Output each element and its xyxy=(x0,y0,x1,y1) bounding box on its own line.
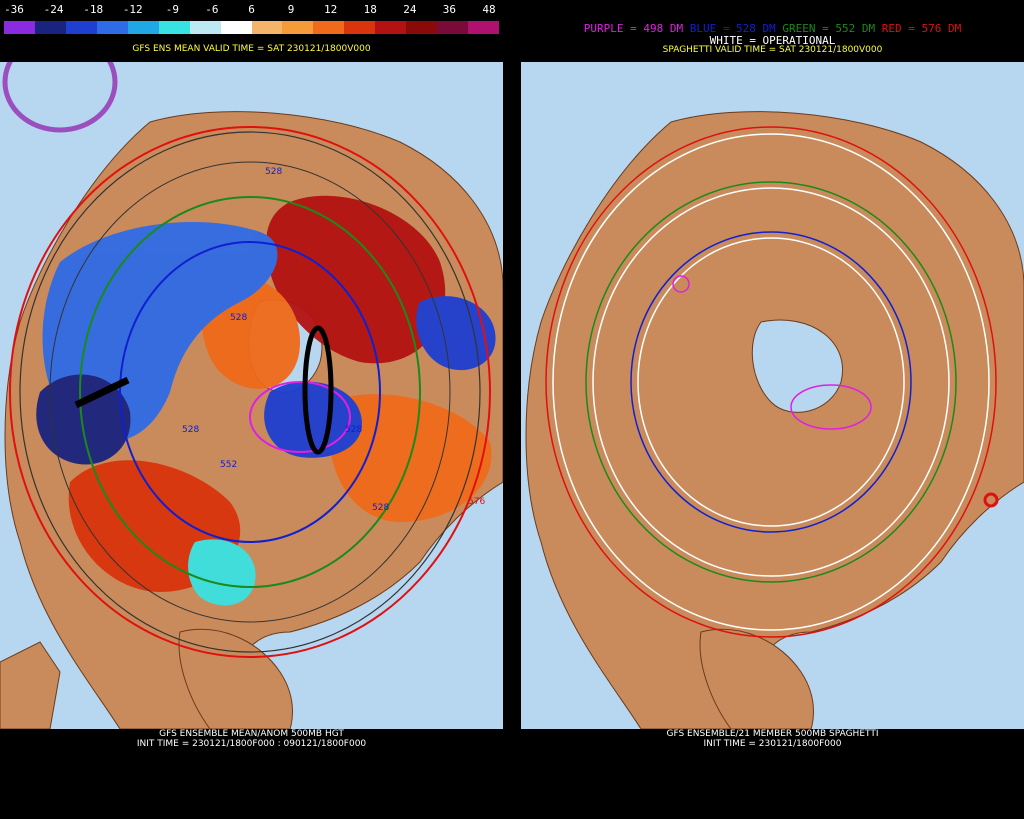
panel-divider xyxy=(503,0,521,819)
contour-552 xyxy=(79,196,421,588)
pacific-islands xyxy=(0,641,61,729)
anomaly-shading xyxy=(36,195,496,606)
mean-caption-title: GFS ENSEMBLE MEAN/ANOM 500MB HGT xyxy=(159,729,344,739)
scale-swatch xyxy=(4,21,35,34)
scale-swatch xyxy=(282,21,314,34)
spaghetti-caption-init: INIT TIME = 230121/1800F000 xyxy=(703,739,842,749)
legend-blue: BLUE = 528 DM xyxy=(689,22,776,35)
spaghetti-498 xyxy=(672,275,690,293)
contour-label: 576 xyxy=(468,497,485,507)
central-america xyxy=(178,628,293,729)
annotation-ellipse-black xyxy=(302,325,334,455)
scale-swatch xyxy=(96,21,128,34)
land-masses xyxy=(525,111,1024,729)
warm-anomaly-asia xyxy=(266,195,446,364)
scale-tick-label: 6 xyxy=(248,3,255,16)
scale-swatch xyxy=(34,21,66,34)
spaghetti-map xyxy=(521,62,1024,729)
operational-576 xyxy=(552,133,990,631)
scale-tick-label: -24 xyxy=(43,3,64,16)
legend-white: WHITE = OPERATIONAL xyxy=(709,34,836,47)
scale-swatch xyxy=(65,21,97,34)
scale-swatch xyxy=(313,21,345,34)
scale-swatch xyxy=(158,21,190,34)
scale-tick-label: 18 xyxy=(363,3,377,16)
annotation-circle-purple xyxy=(2,62,118,133)
scale-tick-label: 36 xyxy=(442,3,457,16)
operational-528 xyxy=(637,237,905,527)
anomaly-scale-ticks: -36 -24 -18 -12 -9 -6 6 9 12 18 24 36 48 xyxy=(0,3,503,17)
contour-label: 528 xyxy=(265,167,282,177)
spaghetti-legend: PURPLE = 498 DM BLUE = 528 DM GREEN = 55… xyxy=(521,22,1024,35)
contour-label: 552 xyxy=(220,460,237,470)
contour-528 xyxy=(119,241,381,543)
contour-labels: 528 528 552 528 528 528 576 xyxy=(182,167,485,513)
northern-landmass xyxy=(525,111,1024,729)
spaghetti-552 xyxy=(585,181,957,583)
scale-tick-label: 12 xyxy=(324,3,338,16)
contour-label: 528 xyxy=(372,503,389,513)
mean-valid-time: GFS ENS MEAN VALID TIME = SAT 230121/180… xyxy=(132,44,371,54)
scale-swatch xyxy=(437,21,469,34)
cold-core-pacific xyxy=(36,374,131,465)
ensemble-mean-panel: -36 -24 -18 -12 -9 -6 6 9 12 18 24 36 48 GFS ENS MEA… xyxy=(0,0,503,819)
operational-552 xyxy=(592,187,950,577)
height-contours xyxy=(9,126,491,658)
scale-tick-label: 9 xyxy=(287,3,295,16)
spaghetti-panel: PURPLE = 498 DM BLUE = 528 DM GREEN = 55… xyxy=(521,0,1024,819)
scale-tick-label: -12 xyxy=(122,3,143,16)
scale-swatch xyxy=(468,21,499,34)
scale-swatch xyxy=(189,21,221,34)
spaghetti-528 xyxy=(630,231,912,533)
cold-anomaly-east-asia xyxy=(416,296,496,371)
scale-tick-label: -18 xyxy=(83,3,104,16)
polar-map-right xyxy=(521,62,1024,729)
anomaly-color-scale xyxy=(4,21,499,34)
scale-swatch xyxy=(344,21,376,34)
central-america xyxy=(699,628,814,729)
scale-tick-label: -36 xyxy=(4,3,24,16)
contour-outer xyxy=(19,131,481,653)
scale-swatch xyxy=(375,21,407,34)
legend-purple: PURPLE = 498 DM xyxy=(583,22,684,35)
scale-swatch xyxy=(406,21,438,34)
contour-576 xyxy=(9,126,491,658)
scale-tick-label: 48 xyxy=(482,3,496,16)
legend-red: RED = 576 DM xyxy=(881,22,962,35)
cold-anomaly-us xyxy=(188,539,256,606)
contour-label: 528 xyxy=(182,425,199,435)
spaghetti-valid-time: SPAGHETTI VALID TIME = SAT 230121/1800V0… xyxy=(662,45,883,55)
mean-anomaly-map: 528 528 552 528 528 528 576 xyxy=(0,62,503,729)
polar-map-left: 528 528 552 528 528 528 576 xyxy=(0,62,503,729)
arctic-ocean xyxy=(751,319,843,413)
scale-tick-label: -9 xyxy=(165,3,179,16)
contour-label: 528 xyxy=(230,313,247,323)
contour xyxy=(49,161,451,623)
scale-swatch xyxy=(251,21,283,34)
spaghetti-498 xyxy=(790,384,872,430)
cold-anomaly-europe xyxy=(264,381,362,458)
spaghetti-576 xyxy=(545,126,997,638)
spaghetti-contours xyxy=(545,126,999,638)
contour-label: 528 xyxy=(345,425,362,435)
annotation-line-black xyxy=(74,376,130,409)
scale-tick-label: 24 xyxy=(403,3,417,16)
spaghetti-caption-title: GFS ENSEMBLE/21 MEMBER 500MB SPAGHETTI xyxy=(666,729,879,739)
contour-498 xyxy=(249,381,351,453)
spaghetti-576-closed xyxy=(983,492,999,508)
scale-tick-label: -6 xyxy=(205,3,219,16)
legend-green: GREEN = 552 DM xyxy=(782,22,876,35)
scale-swatch xyxy=(220,21,252,34)
mean-caption-init: INIT TIME = 230121/1800F000 : 090121/180… xyxy=(136,739,367,749)
scale-swatch xyxy=(127,21,159,34)
